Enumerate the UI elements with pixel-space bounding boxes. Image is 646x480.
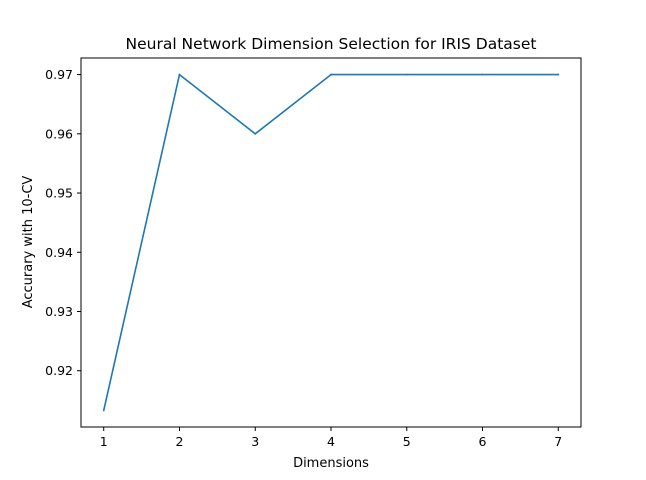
y-tick-label: 0.95 — [45, 186, 73, 201]
data-point — [481, 73, 484, 76]
series-line — [102, 73, 559, 411]
series-layer — [102, 73, 560, 412]
plot-frame — [80, 57, 582, 428]
data-point — [330, 73, 332, 76]
y-tick-label: 0.96 — [45, 126, 73, 141]
x-axis: 1 2 3 4 5 6 7 — [100, 427, 562, 449]
data-point — [405, 73, 408, 76]
y-axis-label: Accurary with 10-CV — [21, 176, 36, 309]
x-tick-label: 7 — [554, 434, 562, 449]
y-tick-label: 0.93 — [45, 304, 73, 319]
data-point — [102, 409, 105, 412]
data-point — [254, 132, 257, 135]
y-axis: 0.92 0.93 0.94 0.95 0.96 0.97 — [45, 67, 81, 378]
x-tick-label: 5 — [403, 434, 411, 449]
x-tick-label: 1 — [100, 434, 108, 449]
y-tick-label: 0.92 — [45, 363, 73, 378]
chart-title: Neural Network Dimension Selection for I… — [126, 35, 537, 53]
y-tick-label: 0.97 — [45, 67, 73, 82]
x-axis-label: Dimensions — [293, 456, 369, 471]
x-tick-label: 3 — [251, 434, 259, 449]
y-tick-label: 0.94 — [45, 245, 73, 260]
data-point — [178, 73, 181, 76]
x-tick-label: 4 — [327, 434, 335, 449]
data-point — [557, 73, 560, 76]
x-tick-label: 2 — [176, 434, 184, 449]
x-tick-label: 6 — [479, 434, 487, 449]
